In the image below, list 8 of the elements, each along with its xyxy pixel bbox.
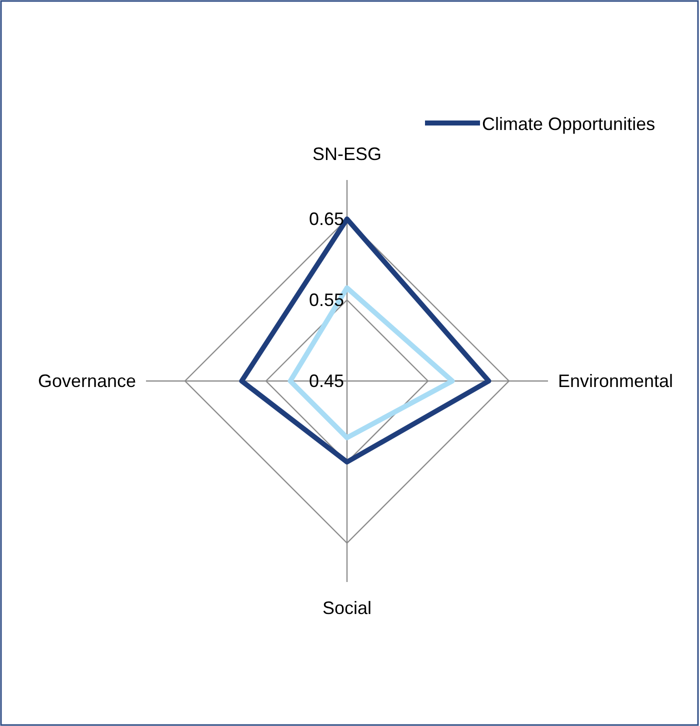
spoke-label: SN-ESG bbox=[312, 144, 382, 164]
spoke-label: Governance bbox=[38, 371, 136, 391]
legend-label: Climate Opportunities bbox=[482, 114, 656, 134]
y-tick-label: 0.65 bbox=[308, 209, 344, 229]
y-tick-label: 0.55 bbox=[308, 290, 344, 310]
spoke-label: Environmental bbox=[558, 371, 674, 391]
y-tick-label: 0.45 bbox=[308, 371, 344, 391]
spoke-label: Social bbox=[322, 598, 372, 618]
